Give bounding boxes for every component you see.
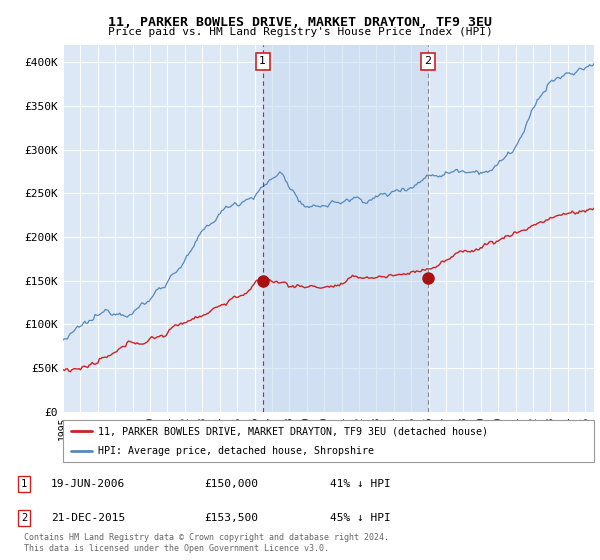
Text: This data is licensed under the Open Government Licence v3.0.: This data is licensed under the Open Gov… [24, 544, 329, 553]
Text: 1: 1 [259, 57, 266, 66]
Text: 2: 2 [21, 513, 27, 523]
Text: £153,500: £153,500 [204, 513, 258, 523]
Text: 19-JUN-2006: 19-JUN-2006 [51, 479, 125, 489]
Text: £150,000: £150,000 [204, 479, 258, 489]
Text: 11, PARKER BOWLES DRIVE, MARKET DRAYTON, TF9 3EU (detached house): 11, PARKER BOWLES DRIVE, MARKET DRAYTON,… [98, 426, 488, 436]
Text: Price paid vs. HM Land Registry's House Price Index (HPI): Price paid vs. HM Land Registry's House … [107, 27, 493, 37]
Text: 21-DEC-2015: 21-DEC-2015 [51, 513, 125, 523]
Text: Contains HM Land Registry data © Crown copyright and database right 2024.: Contains HM Land Registry data © Crown c… [24, 533, 389, 542]
Bar [263, 45, 428, 412]
Text: 41% ↓ HPI: 41% ↓ HPI [330, 479, 391, 489]
Text: 2: 2 [425, 57, 431, 66]
Text: 45% ↓ HPI: 45% ↓ HPI [330, 513, 391, 523]
Text: 11, PARKER BOWLES DRIVE, MARKET DRAYTON, TF9 3EU: 11, PARKER BOWLES DRIVE, MARKET DRAYTON,… [108, 16, 492, 29]
Text: HPI: Average price, detached house, Shropshire: HPI: Average price, detached house, Shro… [98, 446, 374, 456]
Text: 1: 1 [21, 479, 27, 489]
